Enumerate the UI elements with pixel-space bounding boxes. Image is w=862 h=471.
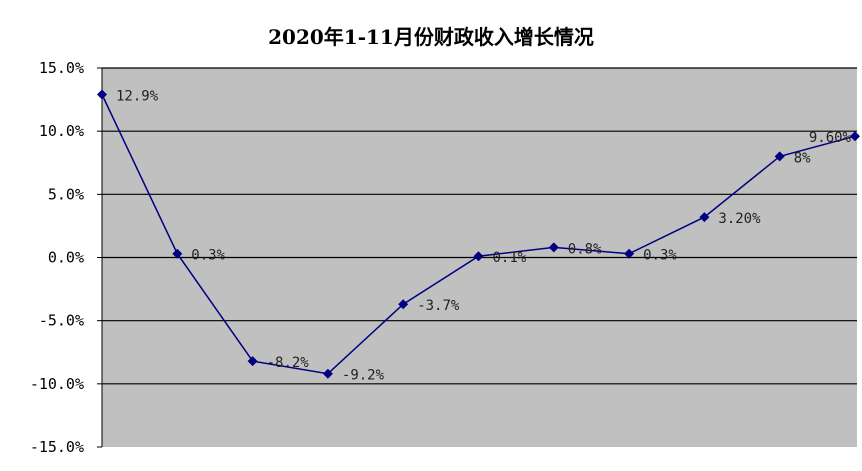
data-point [172, 248, 183, 259]
data-point [322, 368, 333, 379]
y-axis-ticks: 15.0% 10.0% 5.0% 0.0% -5.0% -10.0% -15.0% [30, 59, 102, 456]
data-label: 12.9% [116, 89, 159, 105]
data-label: -8.2% [267, 355, 310, 371]
data-point [97, 89, 107, 100]
data-label: 0.1% [493, 250, 527, 266]
data-point [774, 151, 785, 162]
data-markers [97, 89, 860, 379]
data-point [699, 212, 710, 223]
y-tick-label: 0.0% [48, 249, 84, 267]
data-label: -9.2% [342, 368, 385, 384]
data-label: 3.20% [718, 211, 761, 227]
chart-title: 2020年1-11月份财政收入增长情况 [268, 25, 594, 49]
data-point [624, 248, 635, 259]
y-tick-label: 5.0% [48, 185, 84, 203]
data-label: 0.3% [191, 248, 225, 264]
data-label: 8% [794, 150, 811, 166]
data-point [247, 356, 258, 367]
data-point [398, 299, 409, 310]
data-label: -3.7% [417, 298, 460, 314]
y-tick-label: -15.0% [30, 438, 84, 456]
data-point [850, 131, 860, 142]
y-tick-label: -10.0% [30, 375, 84, 393]
y-tick-label: -5.0% [39, 312, 84, 330]
data-label: 9.60% [809, 130, 852, 146]
data-labels: 12.9% 0.3% -8.2% -9.2% -3.7% 0.1% 0.8% 0.3% 3.20… [116, 89, 852, 384]
y-tick-label: 10.0% [39, 122, 84, 140]
y-tick-label: 15.0% [39, 59, 84, 77]
data-label: 0.8% [568, 241, 602, 257]
data-point [548, 242, 559, 253]
data-label: 0.3% [643, 248, 677, 264]
data-point [473, 251, 484, 262]
